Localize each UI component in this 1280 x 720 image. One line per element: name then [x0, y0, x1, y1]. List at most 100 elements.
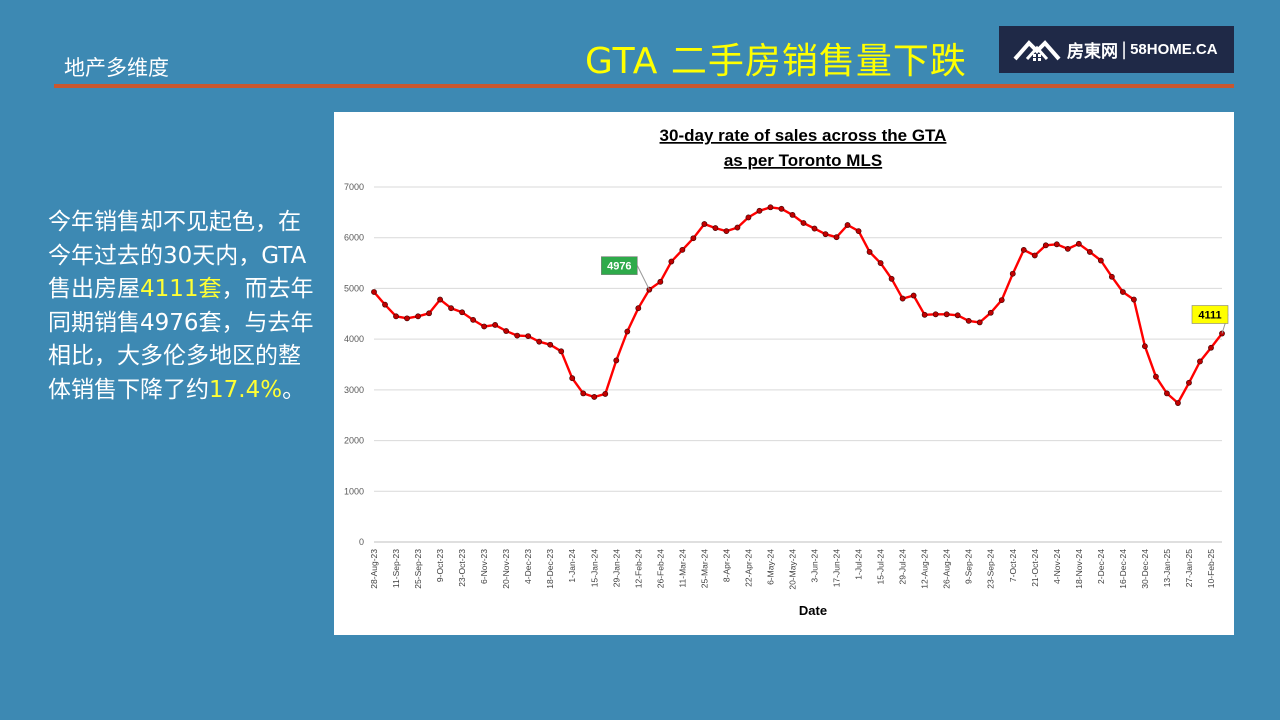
- brand-logo: 房東网 | 58HOME.CA: [999, 26, 1234, 73]
- x-tick-label: 10-Feb-25: [1206, 549, 1216, 588]
- y-tick-label: 2000: [344, 436, 364, 446]
- x-tick-label: 23-Sep-24: [986, 549, 996, 589]
- data-point: [756, 207, 763, 214]
- data-point: [745, 214, 752, 221]
- x-tick-label: 9-Oct-23: [435, 549, 445, 582]
- data-point: [965, 317, 972, 324]
- data-point: [877, 260, 884, 266]
- logo-name-cn: 房東网: [1067, 42, 1118, 62]
- y-tick-label: 7000: [344, 182, 364, 192]
- data-point: [1009, 270, 1016, 277]
- section-label: 地产多维度: [64, 56, 169, 80]
- summary-part-3: 。: [282, 376, 306, 403]
- x-tick-label: 11-Mar-24: [677, 549, 687, 588]
- data-point: [987, 309, 994, 316]
- y-tick-label: 5000: [344, 283, 364, 293]
- data-point: [591, 394, 598, 400]
- data-point: [910, 292, 917, 299]
- x-tick-label: 21-Oct-24: [1030, 549, 1040, 587]
- summary-part-2: ，而去年同期销售4976套，与去年相比，大多伦多地区的整体销售下降了约: [48, 276, 314, 403]
- data-point: [558, 348, 565, 355]
- x-tick-label: 4-Dec-23: [523, 549, 533, 584]
- data-point: [723, 228, 730, 235]
- data-point: [481, 323, 488, 330]
- data-point: [668, 258, 675, 265]
- summary-text: 今年销售却不见起色，在今年过去的30天内，GTA售出房屋4111套，而去年同期销…: [48, 206, 318, 407]
- data-point: [602, 391, 609, 397]
- data-point: [1186, 379, 1192, 386]
- chart-title: 30-day rate of sales across the GTA: [660, 126, 947, 145]
- data-point: [426, 310, 432, 317]
- data-point: [547, 341, 554, 348]
- data-point: [899, 295, 906, 302]
- y-tick-label: 6000: [344, 233, 364, 243]
- data-point: [800, 220, 807, 226]
- data-point: [855, 228, 862, 235]
- data-point: [1097, 257, 1104, 264]
- data-point: [811, 225, 818, 232]
- data-point: [404, 315, 410, 322]
- x-tick-label: 6-May-24: [765, 549, 775, 585]
- x-tick-label: 18-Dec-23: [545, 549, 555, 589]
- x-tick-label: 12-Feb-24: [633, 549, 643, 588]
- x-tick-label: 2-Dec-24: [1096, 549, 1106, 584]
- data-point: [525, 333, 532, 339]
- x-tick-label: 4-Nov-24: [1052, 549, 1062, 584]
- data-point: [657, 278, 664, 285]
- y-tick-label: 1000: [344, 486, 364, 496]
- data-point: [1031, 252, 1038, 259]
- title-divider: [54, 84, 1234, 88]
- x-tick-label: 28-Aug-23: [369, 549, 379, 589]
- chart-subtitle: as per Toronto MLS: [724, 151, 882, 170]
- series-line: [373, 206, 1223, 405]
- x-tick-label: 16-Dec-24: [1118, 549, 1128, 589]
- data-point: [1130, 296, 1137, 303]
- slide-title: GTA 二手房销售量下跌: [585, 41, 967, 82]
- data-point: [470, 316, 477, 323]
- data-point: [393, 313, 399, 320]
- x-tick-label: 12-Aug-24: [920, 549, 930, 589]
- data-point: [382, 301, 388, 308]
- data-point: [1142, 343, 1148, 350]
- data-point: [371, 289, 377, 295]
- data-point: [1119, 289, 1126, 295]
- x-tick-label: 20-Nov-23: [501, 549, 511, 589]
- data-point: [437, 296, 443, 303]
- x-tick-label: 18-Nov-24: [1074, 549, 1084, 589]
- data-point: [1153, 373, 1159, 380]
- data-point: [767, 204, 774, 211]
- data-point: [459, 309, 466, 316]
- data-point: [998, 297, 1005, 303]
- x-tick-label: 1-Jul-24: [854, 549, 864, 580]
- data-point: [569, 375, 576, 382]
- data-point: [492, 322, 499, 328]
- data-point: [1020, 246, 1027, 253]
- data-point: [822, 231, 829, 238]
- data-point: [734, 224, 741, 231]
- data-point: [1108, 273, 1115, 280]
- x-tick-label: 26-Aug-24: [942, 549, 952, 589]
- data-point: [1086, 249, 1093, 255]
- annotation-box: [1191, 305, 1229, 324]
- chart-panel: 30-day rate of sales across the GTA as pe…: [334, 112, 1234, 635]
- annotation-box: [601, 256, 638, 275]
- x-tick-label: 22-Apr-24: [743, 549, 753, 587]
- data-point: [778, 205, 785, 212]
- summary-highlight-percent: 17.4%: [209, 376, 283, 403]
- x-tick-label: 17-Jun-24: [832, 549, 842, 588]
- x-tick-label: 3-Jun-24: [810, 549, 820, 583]
- data-point: [921, 311, 928, 318]
- x-tick-label: 30-Dec-24: [1140, 549, 1150, 589]
- data-point: [1064, 245, 1071, 252]
- data-point: [833, 234, 840, 241]
- data-point: [888, 275, 895, 282]
- data-point: [1208, 344, 1214, 351]
- data-point: [1053, 241, 1060, 248]
- data-point: [1042, 242, 1049, 249]
- data-point: [844, 222, 851, 228]
- data-point: [624, 328, 631, 335]
- annotation-label: 4976: [607, 261, 631, 273]
- x-tick-label: 7-Oct-24: [1008, 549, 1018, 582]
- data-point: [712, 225, 719, 231]
- x-tick-label: 23-Oct-23: [457, 549, 467, 587]
